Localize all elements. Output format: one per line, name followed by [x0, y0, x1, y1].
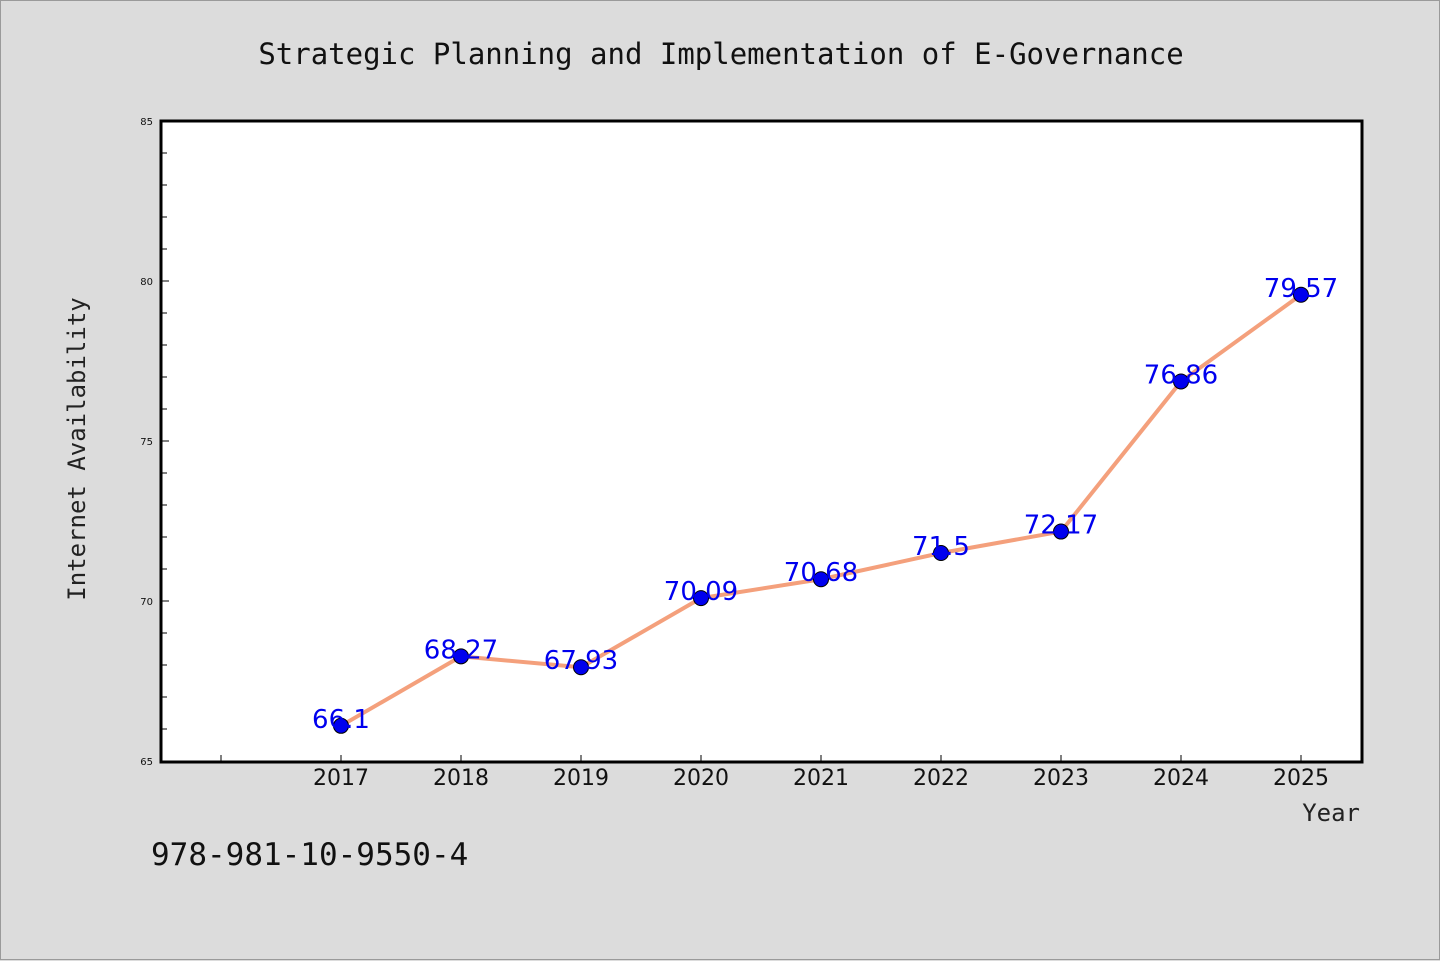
data-label: 72.17: [1024, 511, 1098, 541]
x-tick-label: 2019: [553, 766, 609, 791]
chart-title: Strategic Planning and Implementation of…: [258, 37, 1183, 71]
data-label: 68.27: [424, 635, 498, 665]
data-label: 71.5: [912, 532, 970, 562]
data-label: 67.93: [544, 646, 618, 676]
plot-area: [159, 119, 1364, 764]
data-point: [1053, 523, 1069, 540]
data-label: 70.09: [664, 577, 738, 607]
data-point: [693, 590, 709, 607]
x-tick-label: 2018: [433, 766, 489, 791]
x-tick-label: 2020: [673, 766, 729, 791]
x-axis-label: Year: [1302, 799, 1360, 827]
y-tick-label: 70: [140, 597, 153, 608]
y-tick-label: 75: [140, 437, 153, 448]
footnote-isbn: 978-981-10-9550-4: [151, 837, 468, 873]
series-layer: 66.1 68.27 67.93 70.09 70.68 71.5 72.17 76.86 79…: [312, 274, 1338, 735]
x-tick-label: 2017: [313, 766, 369, 791]
data-point: [453, 648, 469, 665]
x-tick-label: 2022: [913, 766, 969, 791]
y-tick-label: 80: [140, 277, 153, 288]
y-tick-label: 85: [140, 117, 153, 128]
data-point: [813, 571, 829, 588]
data-label: 70.68: [784, 558, 858, 588]
data-point: [933, 545, 949, 561]
x-axis: 2017 2018 2019 2020 2021 2022 2023 2024 2025: [220, 755, 1329, 791]
data-point: [1293, 286, 1309, 303]
data-point: [1173, 373, 1189, 390]
data-label: 76.86: [1144, 360, 1218, 390]
x-tick-label: 2021: [793, 766, 849, 791]
data-point: [573, 659, 589, 676]
y-axis: 65 70 75 80 85: [140, 117, 169, 768]
x-tick-label: 2024: [1153, 766, 1209, 791]
data-label: 79.57: [1264, 274, 1338, 304]
x-tick-label: 2023: [1033, 766, 1089, 791]
data-label: 66.1: [312, 705, 370, 735]
y-tick-label: 65: [140, 757, 153, 768]
data-point: [333, 717, 349, 734]
x-tick-label: 2025: [1273, 766, 1329, 791]
y-axis-label: Internet Availability: [63, 297, 91, 600]
